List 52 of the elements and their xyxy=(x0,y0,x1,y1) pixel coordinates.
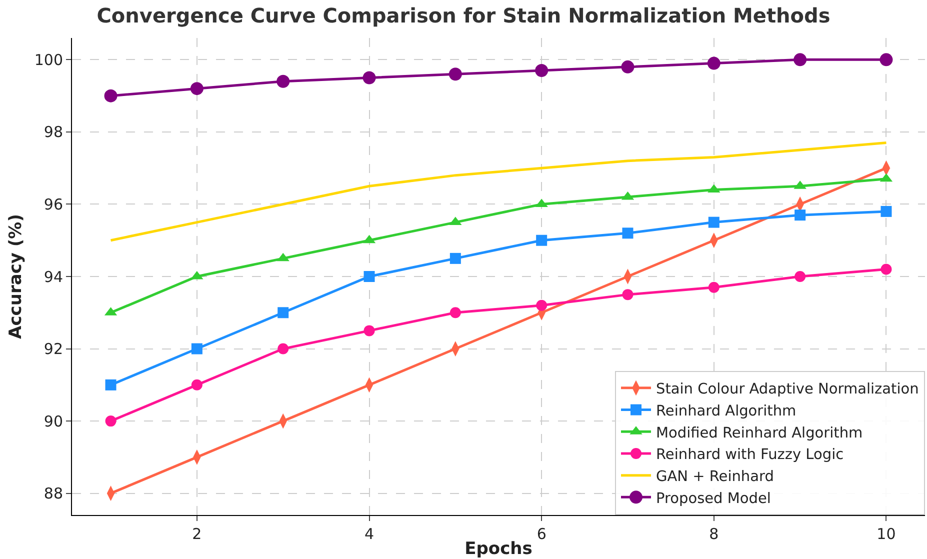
point xyxy=(362,71,376,84)
y-tick-label: 100 xyxy=(34,50,63,69)
legend-label: Modified Reinhard Algorithm xyxy=(656,425,863,442)
point xyxy=(191,379,202,390)
line-series xyxy=(110,142,888,242)
legend-label: Reinhard Algorithm xyxy=(656,403,796,420)
point xyxy=(794,53,807,66)
y-axis-title: Accuracy (%) xyxy=(6,214,26,339)
point xyxy=(708,216,720,228)
point xyxy=(190,82,204,96)
x-tick-label: 2 xyxy=(192,525,202,543)
point xyxy=(450,252,461,264)
x-axis-title: Epochs xyxy=(464,539,532,559)
point xyxy=(880,206,892,217)
point xyxy=(364,271,375,282)
point xyxy=(276,74,290,88)
point xyxy=(880,53,893,66)
point xyxy=(622,289,634,300)
point xyxy=(880,264,892,275)
y-tick-label: 90 xyxy=(44,412,63,430)
point xyxy=(278,343,289,354)
chart-title: Convergence Curve Comparison for Stain Normalization Methods xyxy=(96,3,830,28)
point xyxy=(105,379,116,390)
point xyxy=(794,271,806,282)
point xyxy=(535,64,548,78)
y-tick-label: 94 xyxy=(44,268,63,286)
point xyxy=(364,325,375,336)
point xyxy=(191,343,202,354)
legend-label: GAN + Reinhard xyxy=(656,468,774,485)
point xyxy=(794,210,806,221)
x-tick-label: 4 xyxy=(364,525,374,543)
y-tick-label: 96 xyxy=(44,195,63,214)
x-tick-label: 8 xyxy=(709,525,719,543)
x-tick-label: 6 xyxy=(536,525,546,543)
y-tick-label: 92 xyxy=(44,340,63,358)
point xyxy=(278,307,289,318)
legend-label: Reinhard with Fuzzy Logic xyxy=(656,447,844,464)
point xyxy=(104,89,118,102)
point xyxy=(536,300,548,311)
y-tick-label: 98 xyxy=(44,123,63,142)
point xyxy=(707,56,720,70)
legend-label: Proposed Model xyxy=(656,490,771,507)
point xyxy=(105,416,116,427)
point xyxy=(622,228,634,239)
legend-label: Stain Colour Adaptive Normalization xyxy=(656,382,919,398)
point xyxy=(448,68,462,81)
point xyxy=(708,282,720,293)
y-tick-label: 88 xyxy=(44,484,63,503)
x-tick-label: 10 xyxy=(876,525,896,543)
point xyxy=(450,307,461,318)
point xyxy=(621,60,634,74)
point xyxy=(536,234,548,246)
